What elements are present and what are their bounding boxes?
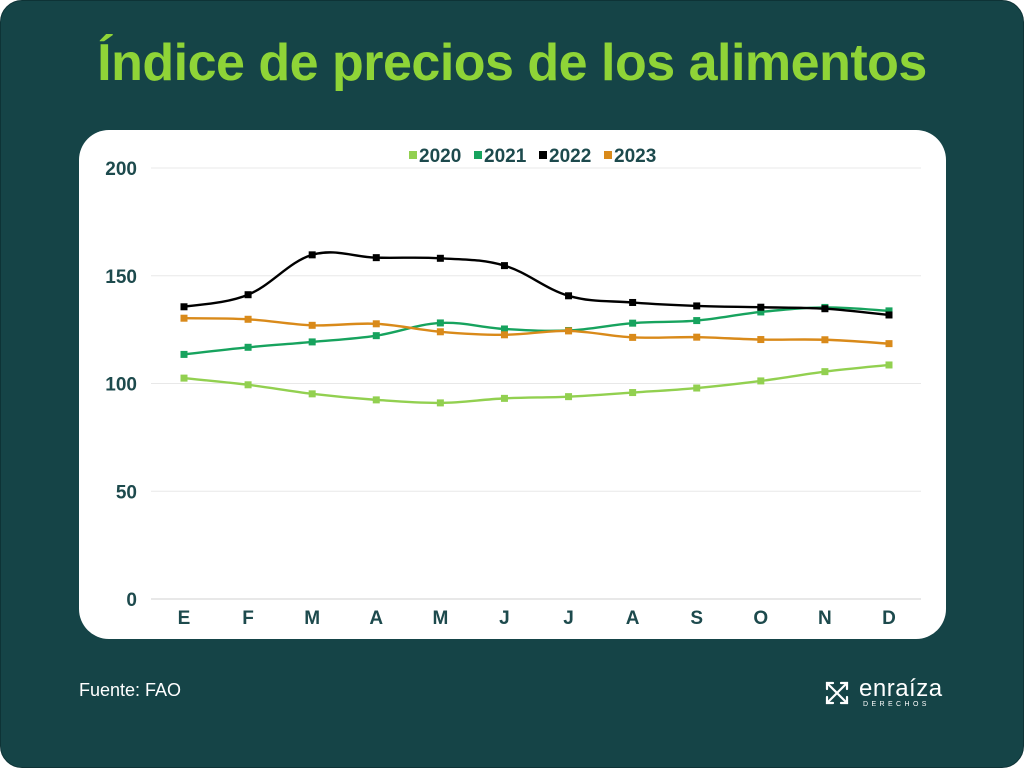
legend-label: 2022 xyxy=(549,146,591,167)
data-point-2021 xyxy=(629,319,637,327)
data-point-2021 xyxy=(244,343,252,351)
data-point-2023 xyxy=(565,327,573,335)
data-point-2021 xyxy=(885,307,893,315)
x-tick-label: E xyxy=(178,608,191,629)
data-point-2022 xyxy=(821,305,829,313)
legend-swatch-2022 xyxy=(539,151,547,159)
data-point-2021 xyxy=(308,338,316,346)
x-tick-label: J xyxy=(563,608,574,629)
data-point-2020 xyxy=(372,396,380,404)
data-point-2022 xyxy=(885,311,893,319)
data-point-2022 xyxy=(180,303,188,311)
data-point-2021 xyxy=(693,317,701,325)
data-point-2022 xyxy=(308,251,316,259)
data-point-2023 xyxy=(500,331,508,339)
data-point-2020 xyxy=(565,393,573,401)
x-tick-label: M xyxy=(432,608,448,629)
data-point-2022 xyxy=(500,262,508,270)
data-point-2023 xyxy=(180,314,188,322)
data-point-2020 xyxy=(821,368,829,376)
data-point-2022 xyxy=(436,254,444,262)
brand-name: enraíza xyxy=(859,675,943,702)
data-point-2023 xyxy=(885,340,893,348)
legend-label: 2023 xyxy=(614,146,656,167)
series-line-2022 xyxy=(183,251,890,317)
legend-swatch-2020 xyxy=(409,151,417,159)
x-tick-label: J xyxy=(499,608,510,629)
data-point-2020 xyxy=(308,390,316,398)
legend-label: 2020 xyxy=(419,146,461,167)
data-point-2021 xyxy=(372,332,380,340)
data-point-2020 xyxy=(436,399,444,407)
data-point-2021 xyxy=(500,325,508,333)
x-tick-label: M xyxy=(304,608,320,629)
data-point-2022 xyxy=(244,291,252,299)
data-point-2021 xyxy=(436,319,444,327)
chart-panel: 0 50 100 150 200 E F M A M J J A S O N D 2020 2021 2022 2023 xyxy=(79,130,946,639)
source-note: Fuente: FAO xyxy=(79,680,182,700)
series-line-2020 xyxy=(183,363,890,405)
brand-logo: enraíza DERECHOS xyxy=(823,675,953,715)
data-point-2023 xyxy=(757,336,765,344)
data-point-2020 xyxy=(693,384,701,392)
x-tick-label: O xyxy=(753,608,768,629)
data-point-2020 xyxy=(885,361,893,369)
data-point-2022 xyxy=(629,298,637,306)
series-line-2023 xyxy=(183,317,890,345)
data-point-2020 xyxy=(500,394,508,402)
data-point-2020 xyxy=(244,381,252,389)
data-point-2020 xyxy=(629,389,637,397)
x-tick-label: A xyxy=(626,608,640,629)
legend-swatch-2023 xyxy=(604,151,612,159)
x-tick-label: A xyxy=(369,608,383,629)
legend-swatch-2021 xyxy=(474,151,482,159)
y-tick-label: 0 xyxy=(126,590,137,611)
x-tick-label: D xyxy=(882,608,896,629)
x-tick-label: F xyxy=(242,608,254,629)
data-point-2023 xyxy=(372,320,380,328)
data-point-2023 xyxy=(821,336,829,344)
data-point-2020 xyxy=(180,374,188,382)
data-point-2022 xyxy=(693,302,701,310)
y-tick-label: 50 xyxy=(116,482,137,503)
data-point-2020 xyxy=(757,377,765,385)
x-tick-label: N xyxy=(818,608,832,629)
cross-arrows-icon xyxy=(825,681,849,705)
y-tick-label: 100 xyxy=(105,375,137,396)
series-line-2021 xyxy=(183,306,890,356)
y-tick-label: 150 xyxy=(105,267,137,288)
data-point-2021 xyxy=(180,350,188,358)
data-point-2023 xyxy=(436,328,444,336)
data-point-2023 xyxy=(308,321,316,329)
data-point-2021 xyxy=(757,308,765,316)
line-chart: 0 50 100 150 200 E F M A M J J A S O N D 2020 2021 2022 2023 xyxy=(105,146,921,629)
page-title: Índice de precios de los alimentos xyxy=(97,34,927,92)
brand-subtitle: DERECHOS xyxy=(863,701,930,708)
data-point-2023 xyxy=(244,315,252,323)
data-point-2022 xyxy=(372,254,380,262)
data-point-2022 xyxy=(757,303,765,311)
x-tick-label: S xyxy=(690,608,703,629)
data-point-2023 xyxy=(629,333,637,341)
legend-label: 2021 xyxy=(484,146,527,167)
data-point-2023 xyxy=(693,333,701,341)
data-point-2022 xyxy=(565,292,573,300)
y-tick-label: 200 xyxy=(105,159,137,180)
